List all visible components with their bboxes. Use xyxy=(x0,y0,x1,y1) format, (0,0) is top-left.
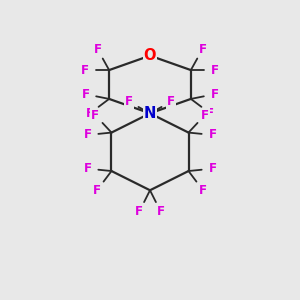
Text: F: F xyxy=(208,162,216,175)
Text: F: F xyxy=(81,64,89,76)
Text: F: F xyxy=(211,64,219,76)
Text: O: O xyxy=(144,48,156,63)
Text: F: F xyxy=(199,43,206,56)
Text: F: F xyxy=(199,184,207,197)
Text: F: F xyxy=(125,95,133,108)
Text: F: F xyxy=(157,205,165,218)
Text: F: F xyxy=(210,88,218,101)
Text: F: F xyxy=(82,88,90,101)
Text: F: F xyxy=(206,107,214,120)
Text: F: F xyxy=(91,109,99,122)
Text: F: F xyxy=(135,205,143,218)
Text: F: F xyxy=(201,109,209,122)
Text: F: F xyxy=(93,184,101,197)
Text: F: F xyxy=(84,128,92,142)
Text: F: F xyxy=(86,107,94,120)
Text: F: F xyxy=(167,95,175,108)
Text: F: F xyxy=(84,162,92,175)
Text: F: F xyxy=(94,43,101,56)
Text: F: F xyxy=(208,128,216,142)
Text: N: N xyxy=(144,106,156,121)
